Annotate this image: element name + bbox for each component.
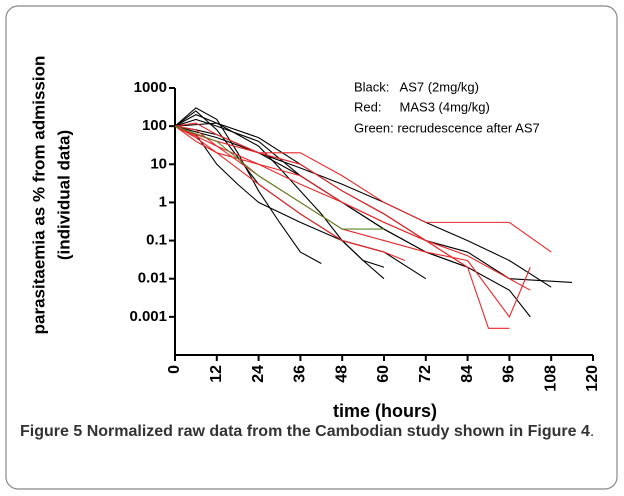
y-tick-label: 1 bbox=[159, 193, 167, 210]
caption: Figure 5 Normalized raw data from the Ca… bbox=[20, 418, 608, 445]
x-tick-label: 0 bbox=[166, 365, 183, 374]
x-tick-label: 12 bbox=[208, 365, 225, 383]
y-tick-label: 0.01 bbox=[138, 270, 167, 287]
y-tick-label: 100 bbox=[142, 117, 167, 134]
annotation: Black: AS7 (2mg/kg) bbox=[354, 79, 479, 94]
x-tick-label: 24 bbox=[250, 365, 267, 383]
x-tick-label: 72 bbox=[417, 365, 434, 383]
x-tick-label: 48 bbox=[333, 365, 350, 383]
y-axis-title: (individual data) bbox=[54, 130, 73, 260]
x-tick-label: 84 bbox=[459, 365, 476, 383]
x-axis-title: time (hours) bbox=[333, 401, 437, 421]
annotation: Green: recrudescence after AS7 bbox=[354, 120, 540, 135]
series-line bbox=[174, 125, 531, 318]
x-tick-label: 36 bbox=[292, 365, 309, 383]
y-tick-label: 10 bbox=[150, 155, 167, 172]
x-tick-label: 108 bbox=[542, 365, 559, 392]
frame bbox=[5, 5, 618, 490]
y-tick-label: 1000 bbox=[134, 79, 167, 96]
caption-label: Figure 5 bbox=[20, 423, 83, 440]
series-line bbox=[174, 125, 531, 318]
series-line bbox=[174, 110, 385, 280]
y-tick-label: 0.1 bbox=[146, 232, 167, 249]
series-line bbox=[174, 125, 552, 288]
y-tick-label: 0.001 bbox=[129, 308, 167, 325]
x-tick-label: 60 bbox=[375, 365, 392, 383]
y-axis-title: parasitaemia as % from admission bbox=[29, 56, 48, 335]
caption-end: . bbox=[589, 423, 595, 440]
series-line bbox=[174, 125, 510, 329]
x-tick-label: 96 bbox=[501, 365, 518, 383]
series-line bbox=[174, 107, 322, 265]
caption-text: Normalized raw data from the Cambodian s… bbox=[86, 423, 590, 440]
series-line bbox=[174, 125, 552, 253]
annotation: Red: MAS3 (4mg/kg) bbox=[354, 99, 490, 114]
x-tick-label: 120 bbox=[584, 365, 601, 392]
series-line bbox=[174, 125, 531, 291]
series-line bbox=[174, 125, 384, 230]
series-line bbox=[174, 125, 406, 262]
series-line bbox=[174, 122, 468, 268]
